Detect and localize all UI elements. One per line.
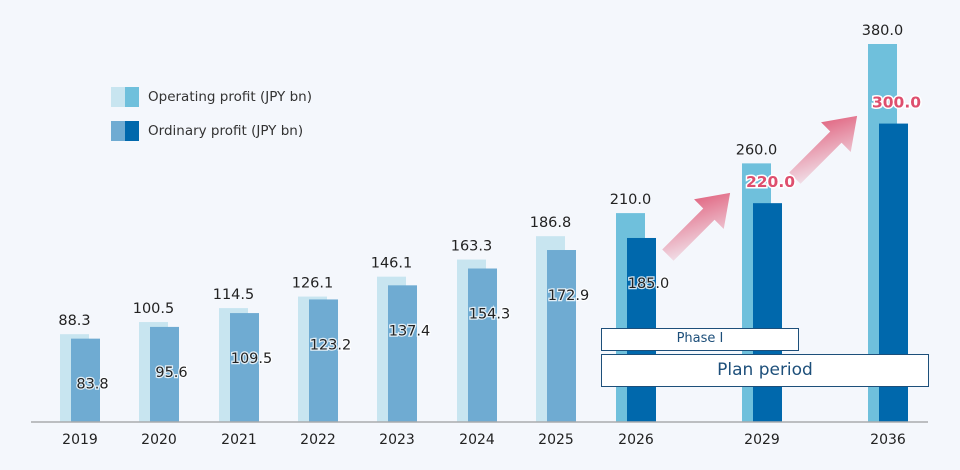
bar-ordinary-2023 [388,285,417,422]
x-tick-label-2024: 2024 [459,432,495,448]
x-tick-label-2020: 2020 [141,432,177,448]
value-label-ordinary-2023: 137.4 [389,323,431,339]
x-tick-label-2023: 2023 [379,432,415,448]
bar-ordinary-2025 [547,250,576,422]
value-label-ordinary-2021: 109.5 [231,351,273,367]
value-label-operating-2021: 114.5 [213,287,255,303]
x-tick-label-2021: 2021 [221,432,257,448]
x-tick-label-2022: 2022 [300,432,336,448]
value-label-operating-2026: 210.0 [610,192,652,208]
bar-ordinary-2021 [230,313,259,422]
value-label-ordinary-2036: 300.0 [872,94,921,112]
growth-arrow-1 [662,192,731,261]
value-label-operating-2036: 380.0 [862,23,904,39]
bar-ordinary-2029 [753,203,782,422]
value-label-ordinary-2026: 185.0 [628,276,670,292]
value-label-ordinary-2025: 172.9 [548,288,590,304]
x-tick-label-2036: 2036 [870,432,906,448]
legend-item-ordinary: Ordinary profit (JPY bn) [111,121,303,141]
legend-swatch-operating-plan [125,87,139,107]
value-label-ordinary-2020: 95.6 [155,365,187,381]
legend-label-operating: Operating profit (JPY bn) [148,89,312,105]
legend-label-ordinary: Ordinary profit (JPY bn) [148,123,304,139]
growth-arrow-2 [789,115,858,184]
value-label-operating-2020: 100.5 [133,301,175,317]
x-tick-label-2025: 2025 [538,432,574,448]
x-tick-label-2019: 2019 [62,432,98,448]
bar-ordinary-2022 [309,299,338,422]
value-label-ordinary-2019: 83.8 [76,377,108,393]
bar-ordinary-2019 [71,338,100,422]
legend-swatch-operating-actual [111,87,125,107]
value-label-operating-2025: 186.8 [530,215,572,231]
value-label-operating-2029: 260.0 [736,142,778,158]
legend-swatch-ordinary-plan [125,121,139,141]
bar-ordinary-2024 [468,268,497,422]
bar-ordinary-2020 [150,326,179,422]
legend-item-operating: Operating profit (JPY bn) [111,87,312,107]
value-label-operating-2022: 126.1 [292,276,334,292]
legend-swatch-ordinary-actual [111,121,125,141]
value-label-operating-2019: 88.3 [58,313,90,329]
value-label-ordinary-2029: 220.0 [746,173,795,191]
value-label-ordinary-2024: 154.3 [469,307,511,323]
x-tick-label-2029: 2029 [744,432,780,448]
x-tick-label-2026: 2026 [618,432,654,448]
phase-i-label: Phase I [601,328,799,351]
plan-period-label: Plan period [601,354,929,387]
value-label-operating-2024: 163.3 [451,239,493,255]
value-label-operating-2023: 146.1 [371,256,413,272]
value-label-ordinary-2022: 123.2 [310,337,352,353]
